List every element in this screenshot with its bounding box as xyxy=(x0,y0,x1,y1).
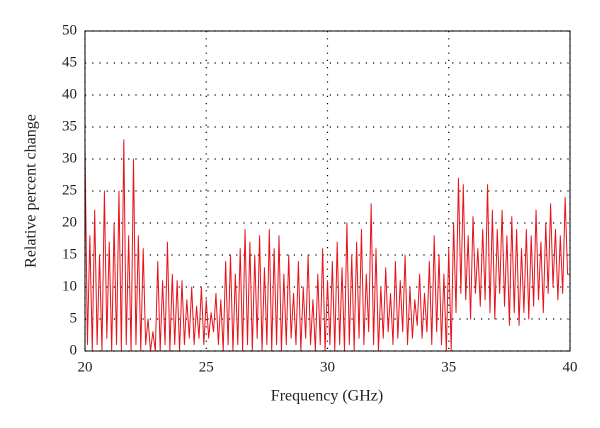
y-tick-label: 50 xyxy=(62,22,77,38)
y-tick-label: 10 xyxy=(62,278,77,294)
y-tick-label: 0 xyxy=(70,342,78,358)
y-tick-label: 20 xyxy=(62,214,77,230)
x-tick-label: 40 xyxy=(563,359,578,375)
x-tick-label: 30 xyxy=(320,359,335,375)
y-tick-label: 15 xyxy=(62,246,77,262)
y-tick-label: 40 xyxy=(62,86,77,102)
y-axis-title: Relative percent change xyxy=(23,114,40,268)
x-tick-label: 25 xyxy=(199,359,214,375)
y-tick-label: 5 xyxy=(70,310,78,326)
data-line xyxy=(84,139,570,352)
x-axis-title: Frequency (GHz) xyxy=(271,388,383,405)
y-tick-label: 25 xyxy=(62,182,77,198)
plot-frame xyxy=(84,30,571,352)
x-tick-label: 20 xyxy=(78,359,93,375)
y-tick-label: 45 xyxy=(62,54,77,70)
x-tick-label: 35 xyxy=(441,359,456,375)
y-tick-label: 30 xyxy=(62,150,77,166)
y-tick-label: 35 xyxy=(62,118,77,134)
